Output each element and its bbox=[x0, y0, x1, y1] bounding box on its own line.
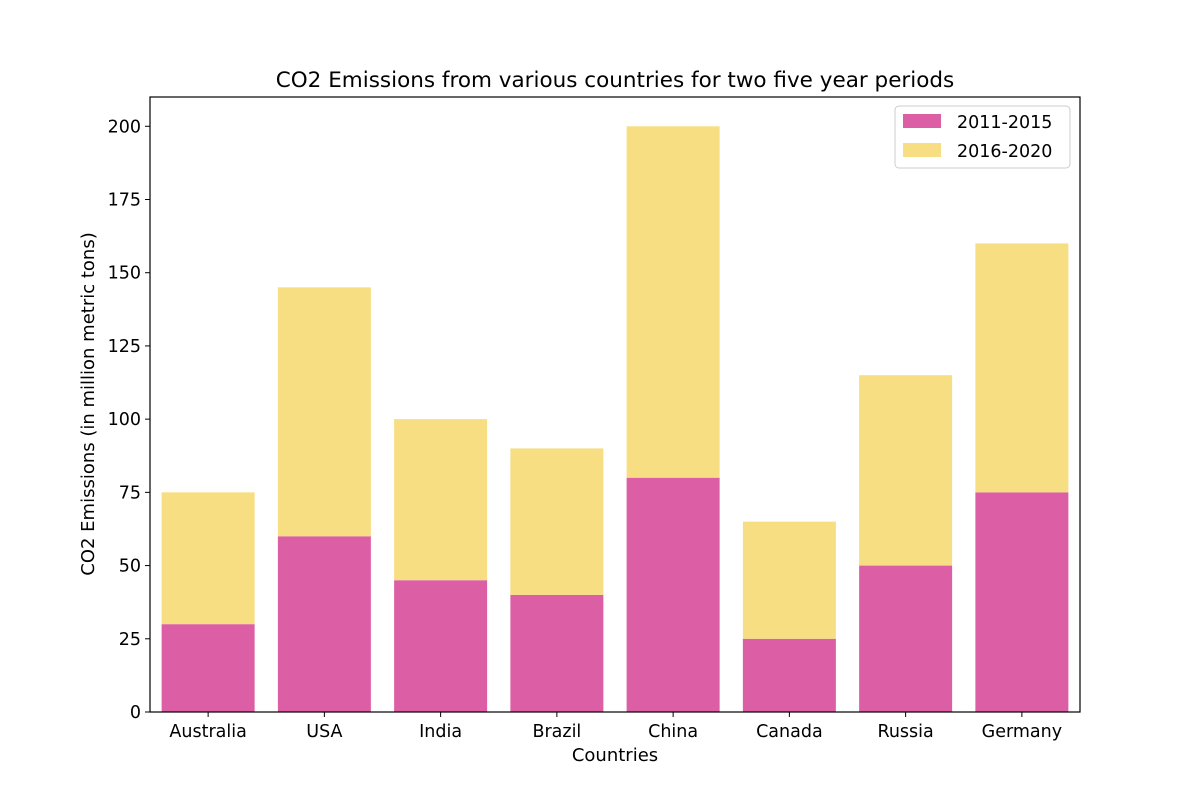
bar-canada-2011-2015 bbox=[742, 638, 836, 712]
bar-brazil-2016-2020 bbox=[510, 448, 604, 595]
bars-group bbox=[161, 126, 1069, 712]
legend-label: 2011-2015 bbox=[957, 113, 1052, 133]
plot-area-frame bbox=[149, 96, 1081, 713]
bar-india-2011-2015 bbox=[394, 580, 488, 712]
y-tick-label: 200 bbox=[108, 117, 141, 137]
legend-swatch bbox=[903, 143, 941, 157]
x-tick-label: USA bbox=[306, 722, 342, 742]
y-tick-label: 150 bbox=[108, 264, 141, 284]
bar-australia-2016-2020 bbox=[161, 492, 255, 625]
bar-germany-2016-2020 bbox=[975, 243, 1069, 493]
bar-australia-2011-2015 bbox=[161, 624, 255, 712]
y-tick-label: 25 bbox=[119, 630, 141, 650]
bar-usa-2016-2020 bbox=[277, 287, 371, 537]
bar-brazil-2011-2015 bbox=[510, 594, 604, 712]
chart-title: CO2 Emissions from various countries for… bbox=[276, 68, 955, 93]
x-tick-label: Canada bbox=[756, 722, 823, 742]
bar-india-2016-2020 bbox=[394, 419, 488, 581]
bar-germany-2011-2015 bbox=[975, 492, 1069, 712]
bar-russia-2011-2015 bbox=[859, 565, 953, 712]
x-tick-label: Germany bbox=[982, 722, 1062, 742]
x-tick-label: Australia bbox=[169, 722, 246, 742]
legend-label: 2016-2020 bbox=[957, 142, 1052, 162]
legend-swatch bbox=[903, 114, 941, 128]
y-tick-label: 125 bbox=[108, 337, 141, 357]
x-axis: Australia USA India Brazil China Canada Russia… bbox=[169, 712, 1062, 742]
y-tick-label: 75 bbox=[119, 483, 141, 503]
y-axis: 0 25 50 75 100 125 150 175 200 bbox=[108, 117, 150, 723]
bar-china-2016-2020 bbox=[626, 126, 720, 478]
y-tick-label: 50 bbox=[119, 557, 141, 577]
x-tick-label: China bbox=[648, 722, 698, 742]
y-tick-label: 175 bbox=[108, 191, 141, 211]
bar-canada-2016-2020 bbox=[742, 521, 836, 639]
x-tick-label: Brazil bbox=[532, 722, 581, 742]
x-tick-label: India bbox=[419, 722, 462, 742]
x-axis-label: Countries bbox=[572, 745, 658, 766]
bar-china-2011-2015 bbox=[626, 477, 720, 712]
y-tick-label: 100 bbox=[108, 410, 141, 430]
bar-usa-2011-2015 bbox=[277, 536, 371, 712]
legend: 2011-2015 2016-2020 bbox=[894, 105, 1071, 169]
y-tick-label: 0 bbox=[130, 703, 141, 723]
x-tick-label: Russia bbox=[877, 722, 933, 742]
bar-russia-2016-2020 bbox=[859, 375, 953, 566]
y-axis-label: CO2 Emissions (in million metric tons) bbox=[78, 232, 99, 576]
